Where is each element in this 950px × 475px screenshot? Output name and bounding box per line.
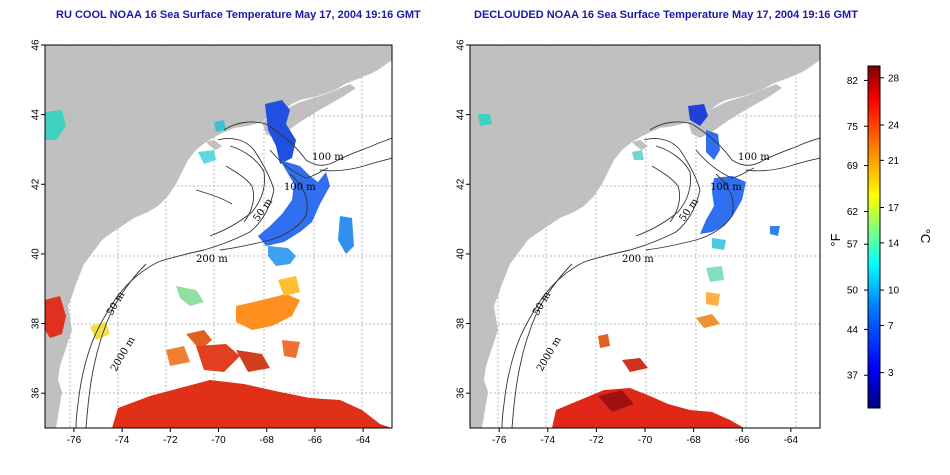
- right-x-tick-label: -68: [686, 435, 701, 446]
- left-x-axis: -76 -74 -72 -70 -68 -66 -64: [67, 428, 371, 446]
- colorbar: 28 24 21 17 14 10 7 3 82 75 69 62 57 50 44 37 °F °C: [828, 65, 933, 409]
- colorbar-gradient: [867, 65, 881, 409]
- left-x-tick-label: -72: [163, 435, 178, 446]
- left-panel-title: RU COOL NOAA 16 Sea Surface Temperature …: [56, 9, 421, 21]
- left-y-tick-label: 40: [31, 248, 42, 260]
- colorbar-celsius-label: °C: [918, 229, 933, 244]
- colorbar-celsius-tick-label: 3: [888, 368, 894, 379]
- right-contour-label-100m-a: 100 m: [738, 152, 770, 163]
- colorbar-fahrenheit-tick-label: 62: [847, 207, 859, 218]
- left-y-tick-label: 38: [31, 318, 42, 330]
- right-contour-label-200m: 200 m: [622, 254, 654, 265]
- right-contour-label-100m-b: 100 m: [710, 182, 742, 193]
- colorbar-fahrenheit-tick-label: 69: [847, 161, 859, 172]
- colorbar-fahrenheit-tick-label: 57: [847, 240, 859, 251]
- colorbar-celsius-tick-label: 17: [888, 203, 900, 214]
- colorbar-celsius-tick-label: 14: [888, 238, 900, 249]
- left-bathymetry-contours: [75, 121, 392, 428]
- left-y-tick-label: 44: [31, 109, 42, 121]
- colorbar-celsius-tick-label: 24: [888, 120, 900, 131]
- left-y-tick-label: 42: [31, 178, 42, 190]
- colorbar-fahrenheit-tick-label: 82: [847, 76, 859, 87]
- left-x-tick-label: -68: [259, 435, 274, 446]
- right-y-tick-label: 44: [456, 109, 467, 121]
- right-bathymetry-contours: [501, 121, 820, 428]
- right-x-tick-label: -70: [638, 435, 653, 446]
- right-x-tick-label: -76: [492, 435, 507, 446]
- left-map-panel: 100 m 100 m 50 m 200 m 50 m 2000 m -76 -7…: [31, 39, 393, 446]
- colorbar-fahrenheit-tick-label: 37: [847, 371, 859, 382]
- colorbar-celsius-tick-label: 28: [888, 73, 900, 84]
- left-x-tick-label: -66: [308, 435, 323, 446]
- right-x-tick-label: -72: [589, 435, 604, 446]
- right-y-axis: 46 44 42 40 38 36: [456, 39, 470, 399]
- colorbar-fahrenheit-tick-label: 50: [847, 286, 859, 297]
- left-x-tick-label: -70: [211, 435, 226, 446]
- colorbar-celsius-tick-label: 21: [888, 156, 900, 167]
- left-contour-label-100m-a: 100 m: [312, 152, 344, 163]
- colorbar-fahrenheit-tick-label: 44: [847, 325, 859, 336]
- right-x-tick-label: -64: [784, 435, 799, 446]
- left-contour-label-200m: 200 m: [196, 254, 228, 265]
- right-y-tick-label: 36: [456, 387, 467, 399]
- right-land: [470, 45, 820, 428]
- colorbar-celsius-tick-label: 7: [888, 321, 894, 332]
- right-sst-patches: [478, 104, 780, 428]
- left-contour-label-100m-b: 100 m: [284, 182, 316, 193]
- right-nova-scotia: [688, 84, 782, 138]
- right-y-tick-label: 40: [456, 248, 467, 260]
- right-map-area: 100 m 100 m 50 m 200 m 50 m 2000 m: [470, 45, 820, 428]
- left-sst-patches: [45, 100, 392, 428]
- right-x-axis: -76 -74 -72 -70 -68 -66 -64: [492, 428, 799, 446]
- right-cape-cod: [632, 140, 648, 150]
- left-x-tick-label: -64: [356, 435, 371, 446]
- colorbar-celsius-tick-label: 10: [888, 286, 900, 297]
- left-map-area: 100 m 100 m 50 m 200 m 50 m 2000 m: [45, 45, 392, 428]
- left-x-tick-label: -74: [115, 435, 130, 446]
- right-x-tick-label: -74: [541, 435, 556, 446]
- colorbar-ticks: 28 24 21 17 14 10 7 3 82 75 69 62 57 50 44 37: [847, 73, 900, 381]
- left-y-tick-label: 46: [31, 39, 42, 51]
- right-map-panel: 100 m 100 m 50 m 200 m 50 m 2000 m -76 -7…: [456, 39, 821, 446]
- right-y-tick-label: 46: [456, 39, 467, 51]
- right-y-tick-label: 42: [456, 178, 467, 190]
- right-x-tick-label: -66: [735, 435, 750, 446]
- left-x-tick-label: -76: [67, 435, 82, 446]
- colorbar-fahrenheit-tick-label: 75: [847, 122, 859, 133]
- left-land: [45, 45, 392, 428]
- left-y-tick-label: 36: [31, 387, 42, 399]
- colorbar-fahrenheit-label: °F: [828, 233, 843, 246]
- right-y-tick-label: 38: [456, 318, 467, 330]
- left-y-axis: 46 44 42 40 38 36: [31, 39, 45, 399]
- right-panel-title: DECLOUDED NOAA 16 Sea Surface Temperatur…: [474, 9, 858, 21]
